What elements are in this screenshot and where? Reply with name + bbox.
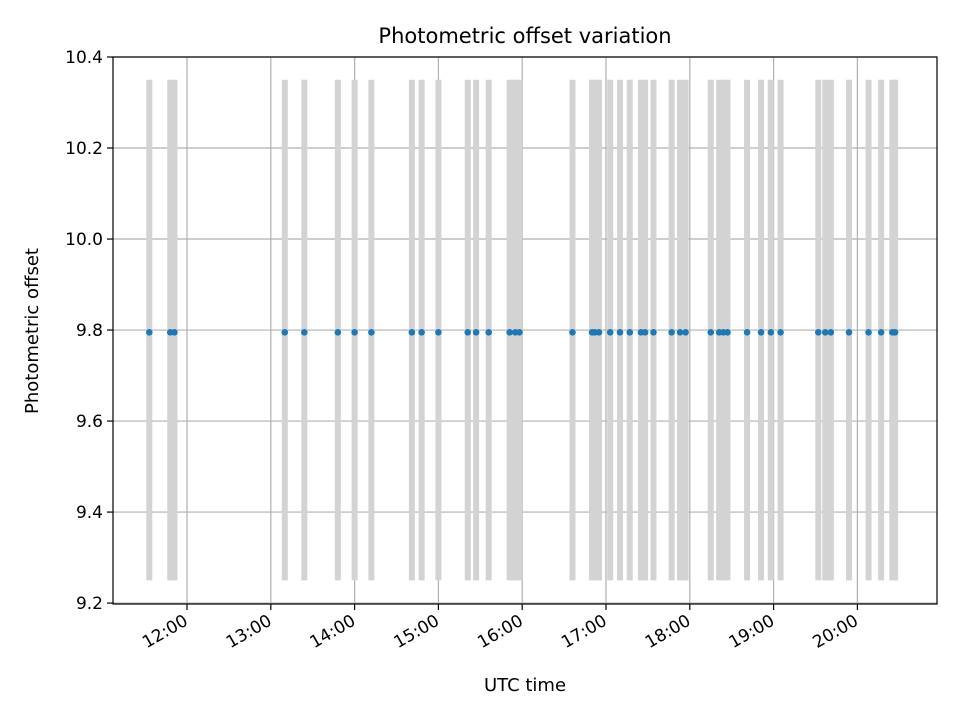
data-point (682, 329, 689, 336)
data-point (606, 329, 614, 336)
y-tick-label: 9.4 (76, 503, 103, 523)
data-point (821, 329, 829, 336)
data-point (668, 329, 675, 336)
data-point (845, 329, 853, 336)
x-axis-title: UTC time (484, 675, 566, 696)
data-point (301, 329, 308, 336)
data-point (334, 329, 342, 336)
data-point (777, 329, 784, 336)
y-tick-label: 9.8 (76, 321, 103, 341)
data-point (351, 329, 358, 336)
data-point (827, 329, 835, 336)
data-point (569, 329, 576, 336)
data-point (408, 329, 416, 336)
data-point (641, 329, 649, 336)
data-point (757, 329, 765, 336)
data-point (891, 329, 899, 336)
data-point (516, 329, 523, 336)
data-points (146, 329, 899, 336)
data-point (865, 329, 872, 336)
data-point (814, 329, 822, 336)
data-point (281, 329, 289, 336)
data-point (650, 329, 657, 336)
data-point (485, 329, 492, 336)
y-axis-title: Photometric offset (22, 248, 43, 414)
data-point (506, 329, 513, 336)
data-point (435, 329, 442, 336)
data-point (418, 329, 425, 336)
data-point (707, 329, 715, 336)
data-point (676, 329, 684, 336)
data-point (146, 329, 153, 336)
y-tick-label: 9.2 (76, 594, 103, 614)
data-point (472, 329, 480, 336)
y-tick-label: 9.6 (76, 412, 103, 432)
chart-title: Photometric offset variation (378, 24, 671, 48)
y-tick-label: 10.0 (65, 230, 103, 250)
data-point (877, 329, 885, 336)
data-point (626, 329, 634, 336)
data-point (595, 329, 603, 336)
y-tick-label: 10.4 (65, 48, 103, 68)
data-point (616, 329, 624, 336)
data-point (464, 329, 472, 336)
data-point (724, 329, 731, 336)
data-point (368, 329, 375, 336)
data-point (171, 329, 178, 336)
y-tick-label: 10.2 (65, 139, 103, 159)
data-point (767, 329, 775, 336)
data-point (743, 329, 751, 336)
